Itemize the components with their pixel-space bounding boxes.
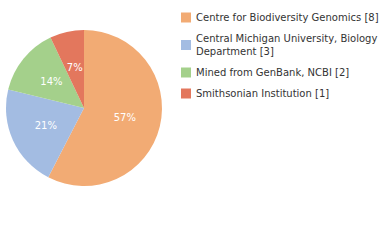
svg-text:Smithsonian Institution [1]: Smithsonian Institution [1] [196, 88, 329, 99]
svg-text:14%: 14% [40, 76, 62, 87]
svg-text:57%: 57% [114, 112, 136, 123]
svg-text:Centre for Biodiversity Genomi: Centre for Biodiversity Genomics [8] [196, 12, 379, 23]
svg-text:Department [3]: Department [3] [196, 46, 274, 57]
svg-text:7%: 7% [67, 62, 83, 73]
svg-text:Mined from GenBank, NCBI [2]: Mined from GenBank, NCBI [2] [196, 67, 349, 78]
svg-text:21%: 21% [35, 120, 57, 131]
svg-text:Central Michigan University, B: Central Michigan University, Biology [196, 33, 380, 44]
